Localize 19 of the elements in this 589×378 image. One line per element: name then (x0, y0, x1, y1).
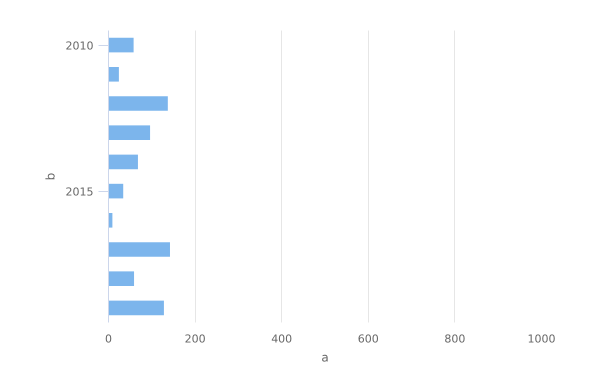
x-tick-label: 400 (271, 332, 292, 346)
bar (108, 300, 164, 316)
bar (108, 184, 124, 198)
bar (108, 154, 138, 170)
bar (108, 96, 168, 111)
y-axis-title: b (44, 172, 58, 180)
x-tick-label: 0 (105, 332, 112, 346)
x-axis-title: a (321, 350, 329, 364)
bar (108, 125, 150, 140)
bar (108, 67, 119, 82)
bar (108, 242, 170, 257)
y-tick-label: 2010 (66, 40, 94, 53)
x-tick-label: 800 (444, 332, 466, 346)
x-tick-label: 1000 (528, 332, 556, 346)
bar (108, 38, 134, 52)
bar (108, 271, 134, 286)
x-tick-label: 200 (184, 332, 206, 346)
y-tick-label: 2015 (66, 186, 94, 199)
x-tick-label: 600 (358, 332, 379, 346)
